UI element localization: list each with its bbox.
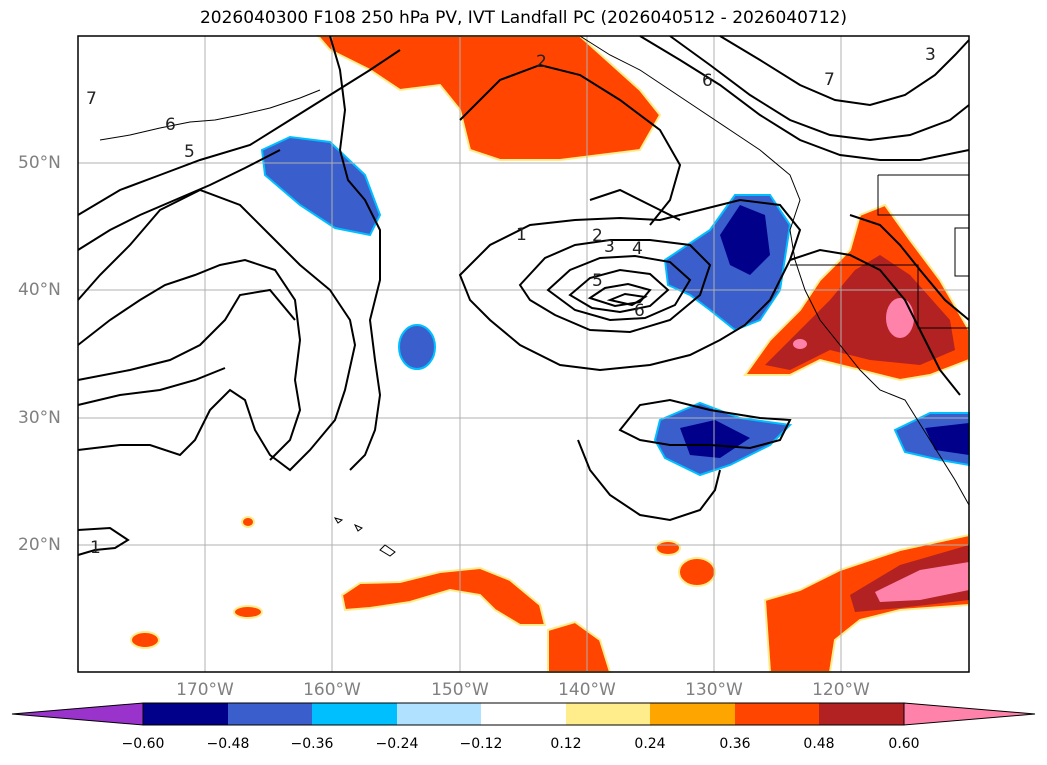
colorbar-swatch [819, 703, 904, 725]
contour-line [669, 35, 970, 142]
shade-blue-nw [260, 135, 382, 237]
contour-line [618, 398, 792, 450]
lat-tick: 20°N [18, 535, 61, 555]
colorbar-swatch [11, 702, 144, 726]
shade-red-west-coast [765, 255, 955, 370]
shade-orange-patch-1 [547, 620, 612, 673]
lon-tick: 130°W [685, 680, 743, 700]
contour-line [518, 239, 712, 334]
contour-label: 4 [632, 239, 643, 259]
map-frame [77, 35, 970, 673]
shade-blue-small [398, 324, 436, 370]
contour-labels: 7 6 5 2 6 7 3 1 2 3 4 5 6 1 [86, 45, 936, 558]
colorbar-swatch [650, 703, 735, 725]
colorbar-tick: 0.48 [803, 736, 835, 752]
shade-navy-east [720, 205, 770, 275]
contour-line [458, 198, 802, 372]
contour-line [546, 254, 692, 322]
contour-label: 5 [184, 142, 195, 162]
contour-line [77, 526, 130, 556]
contour-line [849, 214, 970, 321]
shade-orange-patch-2 [678, 557, 716, 587]
contour-line [77, 188, 357, 472]
colorbar-tick: −0.24 [375, 736, 419, 752]
shade-pink-small [793, 339, 807, 349]
contour-line [77, 149, 281, 251]
colorbar-tick: −0.36 [290, 736, 334, 752]
contour-label: 7 [86, 89, 97, 109]
colorbar-tick: −0.48 [206, 736, 250, 752]
contour-label: 3 [925, 45, 936, 65]
colorbar-tick: 0.24 [634, 736, 666, 752]
contour-label: 2 [592, 226, 603, 246]
colorbar-frame [142, 702, 905, 726]
colorbar-tick: −0.60 [121, 736, 165, 752]
contour-label: 2 [536, 52, 547, 72]
shaded-field [130, 35, 970, 673]
contour-label: 1 [516, 225, 527, 245]
contour-line [587, 282, 652, 308]
colorbar-swatch [735, 703, 819, 725]
map-title: 2026040300 F108 250 hPa PV, IVT Landfall… [199, 8, 847, 28]
lat-tick: 40°N [18, 280, 61, 300]
shade-orange-patch-6 [241, 516, 255, 528]
colorbar-tick: −0.12 [459, 736, 503, 752]
colorbar [11, 702, 1036, 726]
lon-tick: 160°W [303, 680, 361, 700]
shade-navy-se [925, 423, 969, 455]
lon-tick: 120°W [812, 680, 870, 700]
contour-line [77, 49, 401, 216]
colorbar-swatch [228, 703, 312, 725]
colorbar-tick: 0.12 [550, 736, 582, 752]
contours [77, 35, 970, 556]
contour-line [459, 63, 682, 226]
shade-orange-band [340, 566, 547, 626]
shade-orange-patch-5 [130, 631, 160, 649]
colorbar-tick: 0.60 [888, 736, 920, 752]
contour-line [329, 35, 382, 471]
lon-tick: 170°W [176, 680, 234, 700]
coastlines [99, 35, 970, 557]
contour-label: 6 [634, 301, 645, 321]
shade-pink-west-coast [886, 298, 914, 338]
colorbar-swatch [397, 703, 481, 725]
contour-label: 6 [702, 71, 713, 91]
contour-line [577, 439, 721, 522]
lat-tick: 30°N [18, 408, 61, 428]
contour-label: 3 [604, 237, 615, 257]
lon-tick: 140°W [558, 680, 616, 700]
shade-orange-north [315, 35, 662, 161]
colorbar-swatch [143, 703, 228, 725]
contour-line [589, 188, 681, 221]
contour-line [606, 292, 648, 307]
contour-line [719, 35, 970, 107]
contour-label: 7 [824, 70, 835, 90]
contour-line [789, 248, 961, 396]
colorbar-swatch [903, 702, 1036, 726]
colorbar-swatch [566, 703, 650, 725]
shade-orange-patch-4 [233, 605, 263, 619]
shade-navy-south [680, 420, 750, 458]
colorbar-swatch [481, 703, 566, 725]
contour-line [77, 367, 226, 406]
lon-tick: 150°W [431, 680, 489, 700]
contour-line [568, 268, 670, 314]
colorbar-tick: 0.36 [719, 736, 751, 752]
colorbar-swatch [312, 703, 397, 725]
shade-orange-patch-3 [655, 540, 681, 556]
contour-line [77, 288, 296, 381]
contour-label: 1 [90, 538, 101, 558]
contour-line [639, 35, 970, 161]
contour-label: 5 [592, 271, 603, 291]
contour-label: 6 [165, 115, 176, 135]
shade-pink-se-tropics [875, 562, 969, 602]
contour-line [77, 258, 302, 461]
lat-tick: 50°N [18, 153, 61, 173]
